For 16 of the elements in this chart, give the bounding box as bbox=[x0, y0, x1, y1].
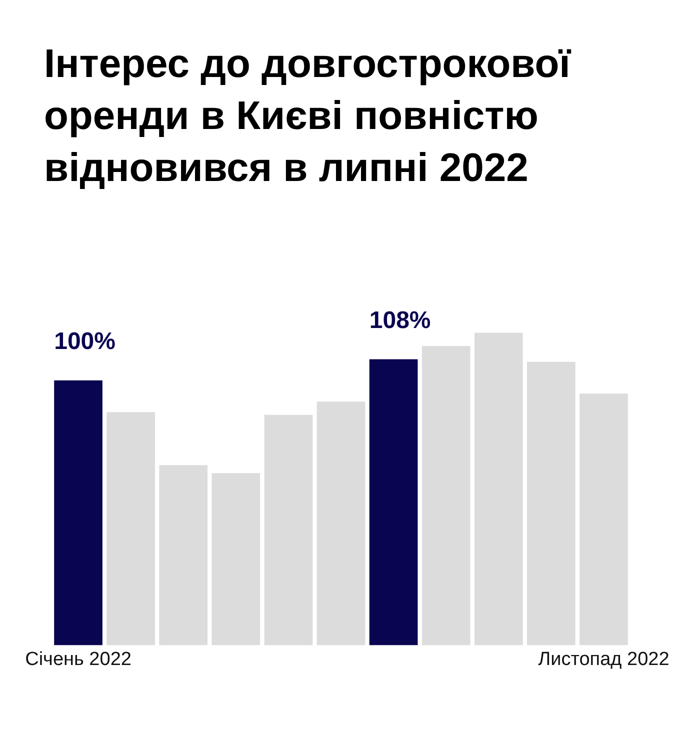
bar bbox=[106, 412, 155, 646]
bar bbox=[159, 465, 208, 646]
data-label: 108% bbox=[369, 306, 431, 334]
bar bbox=[212, 473, 260, 646]
bar bbox=[264, 414, 313, 646]
bar bbox=[580, 394, 628, 646]
bar bbox=[474, 332, 523, 646]
bar bbox=[54, 380, 102, 646]
chart-title: Інтерес до довгострокової оренди в Києві повністю відновився в липні 2022 bbox=[43, 41, 572, 192]
x-tick-label: Листопад 2022 bbox=[538, 648, 670, 670]
x-tick-label: Січень 2022 bbox=[25, 648, 132, 670]
bar bbox=[369, 359, 418, 646]
data-label: 100% bbox=[54, 328, 116, 356]
bar bbox=[316, 402, 366, 646]
bar bbox=[422, 346, 470, 646]
bar bbox=[527, 362, 576, 646]
